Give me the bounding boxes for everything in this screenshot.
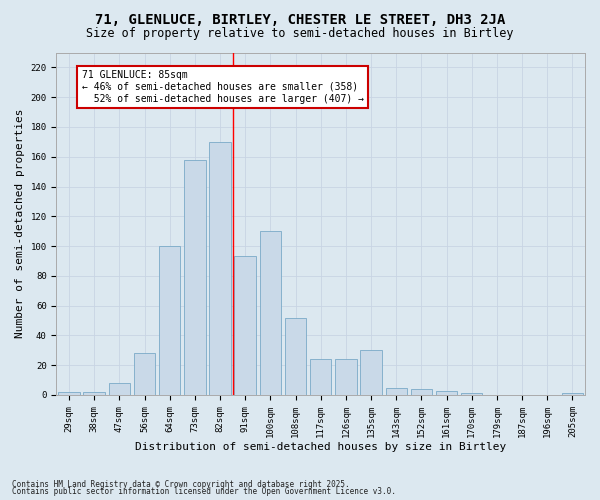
Bar — [285, 318, 306, 395]
Bar — [410, 389, 432, 395]
Text: 71, GLENLUCE, BIRTLEY, CHESTER LE STREET, DH3 2JA: 71, GLENLUCE, BIRTLEY, CHESTER LE STREET… — [95, 12, 505, 26]
Text: Size of property relative to semi-detached houses in Birtley: Size of property relative to semi-detach… — [86, 28, 514, 40]
Bar — [235, 256, 256, 395]
Bar — [184, 160, 206, 395]
Bar — [562, 394, 583, 395]
Bar — [310, 359, 331, 395]
Text: Contains public sector information licensed under the Open Government Licence v3: Contains public sector information licen… — [12, 487, 396, 496]
Bar — [386, 388, 407, 395]
Bar — [58, 392, 80, 395]
Bar — [83, 392, 105, 395]
Bar — [134, 354, 155, 395]
Bar — [209, 142, 231, 395]
Bar — [436, 390, 457, 395]
Bar — [260, 231, 281, 395]
Text: 71 GLENLUCE: 85sqm
← 46% of semi-detached houses are smaller (358)
  52% of semi: 71 GLENLUCE: 85sqm ← 46% of semi-detache… — [82, 70, 364, 104]
Bar — [159, 246, 181, 395]
Bar — [461, 394, 482, 395]
Text: Contains HM Land Registry data © Crown copyright and database right 2025.: Contains HM Land Registry data © Crown c… — [12, 480, 350, 489]
X-axis label: Distribution of semi-detached houses by size in Birtley: Distribution of semi-detached houses by … — [135, 442, 506, 452]
Bar — [361, 350, 382, 395]
Y-axis label: Number of semi-detached properties: Number of semi-detached properties — [15, 109, 25, 338]
Bar — [109, 383, 130, 395]
Bar — [335, 359, 356, 395]
